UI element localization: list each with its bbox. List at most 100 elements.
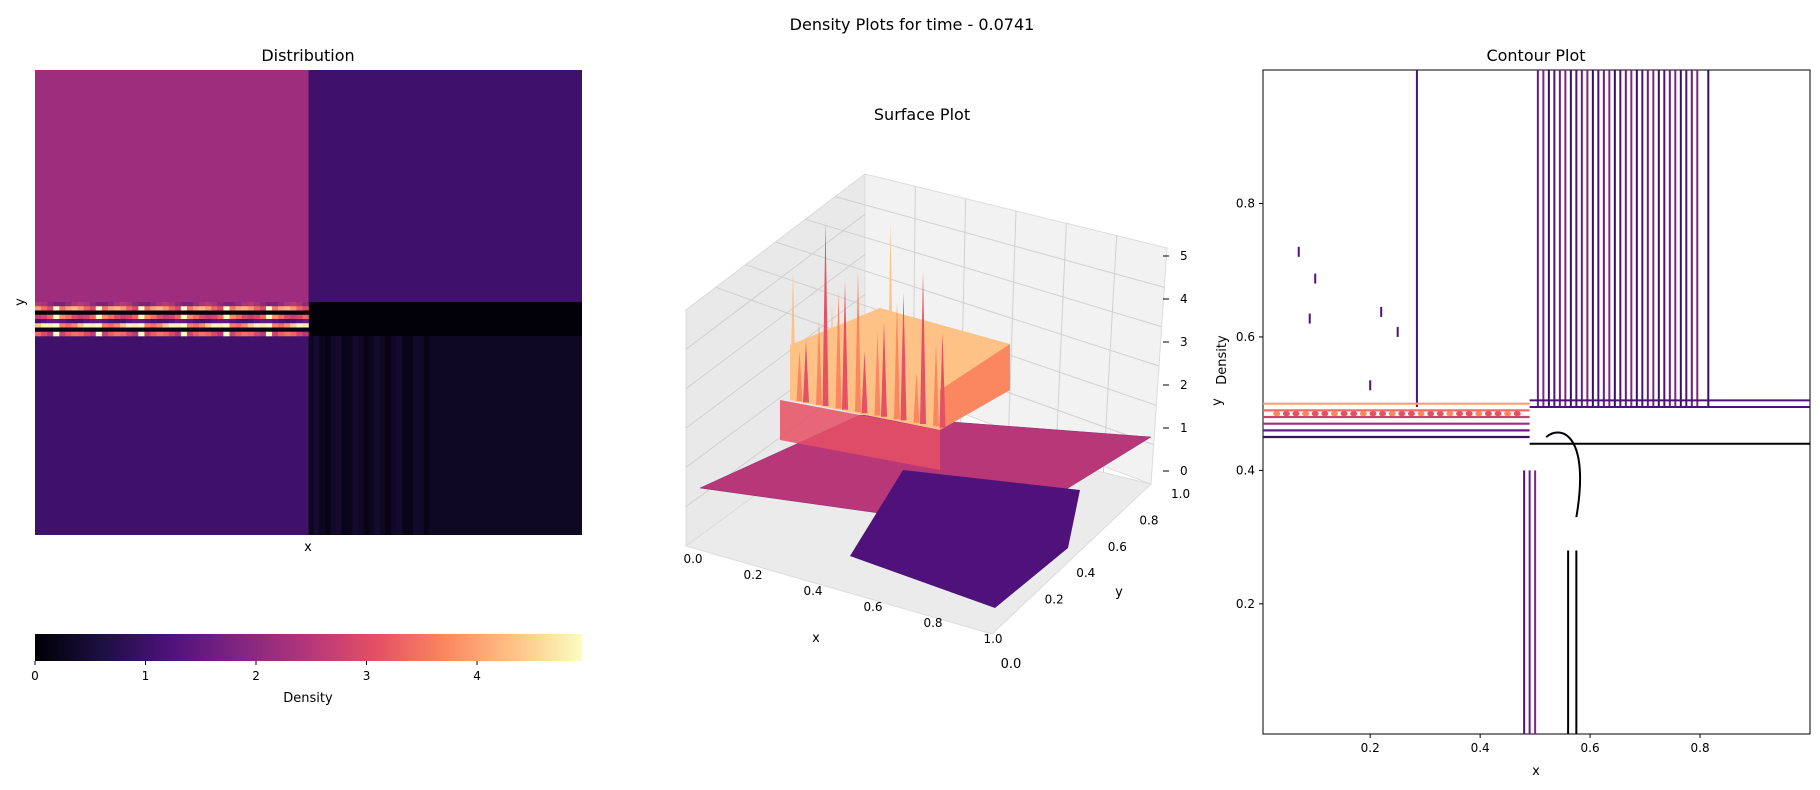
heatmap-band-cell (235, 331, 242, 337)
heatmap-band-cell (156, 323, 163, 328)
heatmap-band-cell (162, 327, 170, 333)
heatmap-band-cell (223, 310, 230, 316)
heatmap-band-cell (47, 319, 54, 324)
heatmap-band-cell (229, 306, 236, 311)
heatmap-band-cell (89, 323, 97, 328)
heatmap-band-cell (253, 310, 261, 316)
heatmap-band-cell (156, 310, 163, 316)
heatmap-band-cell (59, 306, 66, 311)
heatmap-band-cell (71, 306, 78, 311)
heatmap-band-cell (284, 323, 291, 328)
heatmap-band-cell (217, 306, 224, 311)
contour-band-blob (1359, 411, 1367, 417)
heatmap-band-cell (162, 323, 170, 328)
heatmap-band-cell (114, 327, 121, 333)
heatmap-band-cell (150, 319, 157, 324)
contour-band-blob (1321, 411, 1329, 417)
heatmap-band-cell (83, 306, 90, 311)
surface-spike (926, 352, 933, 426)
heatmap-band-cell (265, 319, 273, 324)
heatmap-band-cell (235, 302, 242, 307)
heatmap-band-cell (53, 306, 60, 311)
heatmap-band-cell (35, 310, 42, 316)
heatmap-ylabel: y (13, 298, 28, 306)
heatmap-band-cell (217, 319, 224, 324)
heatmap-band-cell (199, 319, 206, 324)
heatmap-band-cell (95, 331, 103, 337)
surface-gridline (685, 294, 866, 429)
heatmap-band-cell (126, 323, 133, 328)
heatmap-band-cell (35, 306, 42, 311)
heatmap-band-cell (95, 310, 103, 316)
heatmap-band-cell (259, 323, 267, 328)
surface-xtick-label: 0.4 (803, 584, 822, 598)
surface-xtick-label: 0.0 (683, 552, 702, 566)
contour-band-blob (1273, 411, 1281, 417)
heatmap-band-cell (199, 327, 206, 333)
heatmap-band-cell (59, 314, 66, 320)
heatmap-band-cell (77, 302, 84, 307)
surface-title: Surface Plot (874, 105, 970, 124)
heatmap-band-cell (174, 302, 182, 307)
heatmap-band-cell (168, 331, 176, 337)
heatmap-band-cell (107, 327, 115, 333)
heatmap-band-cell (259, 331, 267, 337)
heatmap-band-cell (205, 319, 212, 324)
heatmap-band-cell (278, 319, 285, 324)
heatmap-band-cell (59, 319, 66, 324)
heatmap-band-cell (101, 314, 109, 320)
heatmap-band-cell (186, 327, 194, 333)
heatmap-band-cell (223, 302, 230, 307)
contour-lines (1263, 70, 1810, 734)
heatmap-band-cell (114, 331, 121, 337)
heatmap-column (369, 336, 375, 535)
contour-ylabel: y (1210, 398, 1225, 406)
heatmap-band-cell (35, 302, 42, 307)
heatmap-cells (35, 70, 582, 535)
heatmap-band-cell (193, 327, 200, 333)
contour-band-blob (1302, 411, 1310, 417)
heatmap-band-cell (138, 323, 145, 328)
heatmap-band-cell (126, 314, 133, 320)
contour-panel: Contour Plot 0.2 0.4 0.6 0.80.20.40.60.8 x … (1210, 46, 1811, 779)
contour-ytick-label: 0.8 (1236, 196, 1255, 210)
heatmap-band-cell (120, 314, 127, 320)
heatmap-band-cell (296, 302, 303, 307)
heatmap-band-cell (95, 327, 103, 333)
heatmap-band-cell (107, 306, 115, 311)
heatmap-band-cell (65, 306, 72, 311)
heatmap-band-cell (101, 331, 109, 337)
contour-band-blob (1417, 411, 1425, 417)
heatmap-band-cell (247, 327, 255, 333)
heatmap-column (341, 336, 347, 535)
heatmap-band-cell (47, 302, 54, 307)
heatmap-band-cell (211, 331, 218, 337)
heatmap-band-cell (89, 310, 97, 316)
heatmap-band-cell (302, 314, 309, 320)
surface-spike (809, 330, 816, 404)
heatmap-band-cell (174, 314, 182, 320)
surface-spike (913, 371, 920, 423)
heatmap-band-cell (65, 319, 72, 324)
heatmap-band-cell (162, 314, 170, 320)
heatmap-band-cell (180, 306, 188, 311)
heatmap-band-cell (205, 323, 212, 328)
surface-plateau-front (780, 400, 940, 470)
surface-xtick-label: 0.6 (863, 600, 882, 614)
heatmap-band-cell (253, 319, 261, 324)
heatmap-band-cell (65, 331, 72, 337)
heatmap-band-cell (168, 310, 176, 316)
colorbar-tick-label: 0 (31, 669, 39, 683)
heatmap-band-cell (126, 319, 133, 324)
heatmap-column (308, 336, 314, 535)
heatmap-column (352, 336, 358, 535)
heatmap-band-cell (101, 302, 109, 307)
heatmap-band-cell (53, 327, 60, 333)
heatmap-band-cell (101, 319, 109, 324)
surface-gridline (1007, 210, 1017, 450)
heatmap-band-cell (284, 314, 291, 320)
surface-spike (842, 281, 848, 410)
heatmap-band-cell (235, 319, 242, 324)
heatmap-band-cell (278, 302, 285, 307)
